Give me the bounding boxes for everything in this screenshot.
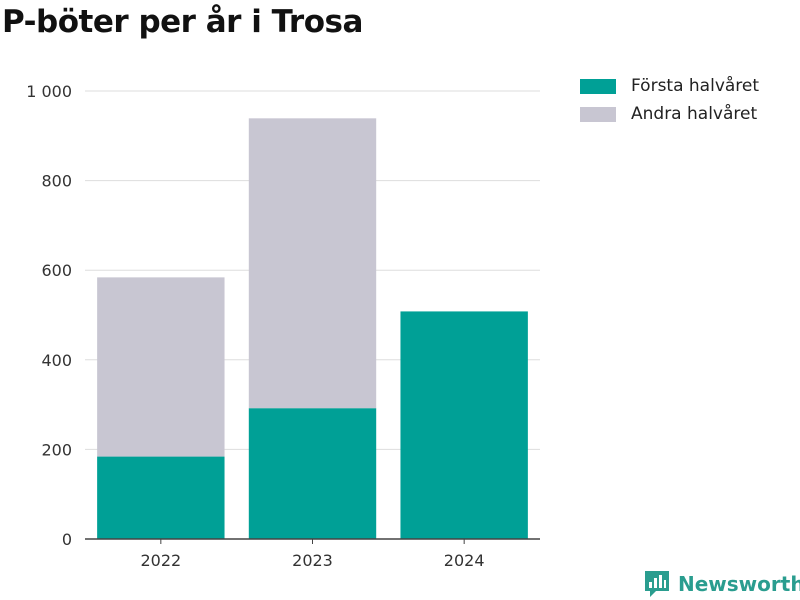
newsworthy-logo: Newsworthy <box>644 570 800 598</box>
bar-2024-series-0[interactable] <box>400 311 528 539</box>
bar-2023-series-1[interactable] <box>248 118 377 409</box>
chart-title: P-böter per år i Trosa <box>2 4 363 40</box>
legend-swatch-forsta <box>580 78 616 94</box>
bar-chart: 0 200 400 600 800 1 000 2022 2023 2024 <box>26 82 540 570</box>
y-axis-ticks: 0 200 400 600 800 1 000 <box>26 82 72 549</box>
legend-label-andra: Andra halvåret <box>631 104 758 124</box>
y-tick-label: 800 <box>41 172 72 191</box>
legend-swatch-andra <box>580 106 616 122</box>
x-axis-ticks: 2022 2023 2024 <box>85 538 540 570</box>
x-tick-label: 2023 <box>292 551 333 570</box>
y-tick-label: 0 <box>62 530 72 549</box>
newsworthy-logo-icon <box>645 571 669 597</box>
y-tick-label: 600 <box>41 261 72 280</box>
legend-label-forsta: Första halvåret <box>631 76 760 96</box>
legend-item-andra[interactable]: Andra halvåret <box>580 100 759 128</box>
bar-2022-series-0[interactable] <box>97 456 225 539</box>
newsworthy-logo-text: Newsworthy <box>678 572 800 596</box>
bars <box>97 118 528 539</box>
x-tick-label: 2022 <box>140 551 181 570</box>
legend-item-forsta[interactable]: Första halvåret <box>580 72 759 100</box>
bar-2022-series-1[interactable] <box>97 277 225 457</box>
y-tick-label: 1 000 <box>26 82 72 101</box>
bar-2023-series-0[interactable] <box>248 408 377 539</box>
y-tick-label: 200 <box>41 440 72 459</box>
x-tick-label: 2024 <box>444 551 485 570</box>
legend: Första halvåret Andra halvåret <box>580 72 759 128</box>
y-tick-label: 400 <box>41 351 72 370</box>
